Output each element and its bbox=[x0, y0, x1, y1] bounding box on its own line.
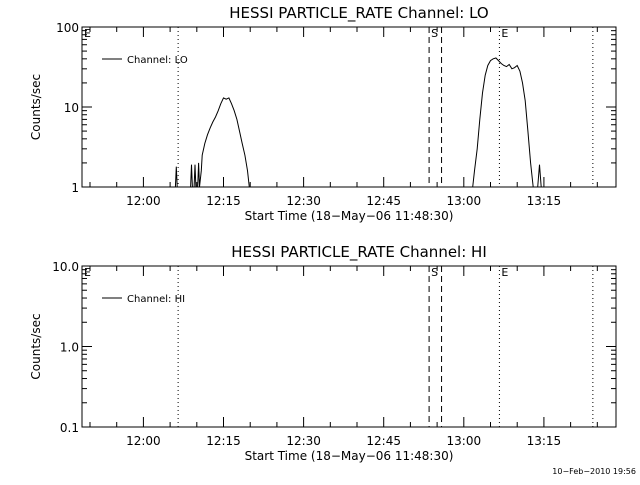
marker-label: S bbox=[431, 266, 438, 279]
y-axis-label: Counts/sec bbox=[29, 313, 43, 379]
x-tick-label: 12:15 bbox=[206, 434, 241, 448]
marker-label: S bbox=[431, 27, 438, 40]
x-tick-label: 12:30 bbox=[286, 434, 321, 448]
y-tick-label: 1 bbox=[71, 181, 79, 195]
x-tick-label: 13:15 bbox=[527, 194, 562, 208]
y-axis-label: Counts/sec bbox=[29, 74, 43, 140]
y-tick-label: 10.0 bbox=[52, 260, 79, 274]
chart-title: HESSI PARTICLE_RATE Channel: HI bbox=[231, 243, 487, 262]
timestamp: 10−Feb−2010 19:56 bbox=[552, 467, 636, 476]
marker-label: E bbox=[501, 266, 508, 279]
legend-label: Channel: HI bbox=[127, 294, 185, 305]
x-tick-label: 13:00 bbox=[447, 194, 482, 208]
y-tick-label: 10 bbox=[64, 101, 79, 115]
marker-label: E bbox=[501, 27, 508, 40]
x-tick-label: 12:00 bbox=[126, 194, 161, 208]
y-tick-label: 0.1 bbox=[60, 421, 79, 435]
chart-title: HESSI PARTICLE_RATE Channel: LO bbox=[229, 4, 488, 23]
plot-frame bbox=[81, 265, 617, 428]
marker-label: E bbox=[84, 27, 91, 40]
x-tick-label: 12:30 bbox=[286, 194, 321, 208]
x-tick-label: 13:15 bbox=[527, 434, 562, 448]
x-tick-label: 12:45 bbox=[366, 434, 401, 448]
x-axis-label: Start Time (18−May−06 11:48:30) bbox=[245, 449, 454, 463]
plot-frame bbox=[81, 26, 617, 188]
marker-label: E bbox=[84, 266, 91, 279]
x-tick-label: 12:45 bbox=[366, 194, 401, 208]
x-tick-label: 12:00 bbox=[126, 434, 161, 448]
series-line bbox=[174, 57, 545, 188]
lo-channel-plot: HESSI PARTICLE_RATE Channel: LO 1 10 100 12:… bbox=[29, 4, 617, 223]
hi-channel-plot: HESSI PARTICLE_RATE Channel: HI 0.1 1.0 10.… bbox=[29, 243, 617, 463]
y-tick-label: 100 bbox=[56, 21, 79, 35]
y-tick-label: 1.0 bbox=[60, 341, 79, 355]
x-axis-label: Start Time (18−May−06 11:48:30) bbox=[245, 209, 454, 223]
x-tick-label: 13:00 bbox=[447, 434, 482, 448]
x-tick-label: 12:15 bbox=[206, 194, 241, 208]
legend-label: Channel: LO bbox=[127, 55, 188, 66]
